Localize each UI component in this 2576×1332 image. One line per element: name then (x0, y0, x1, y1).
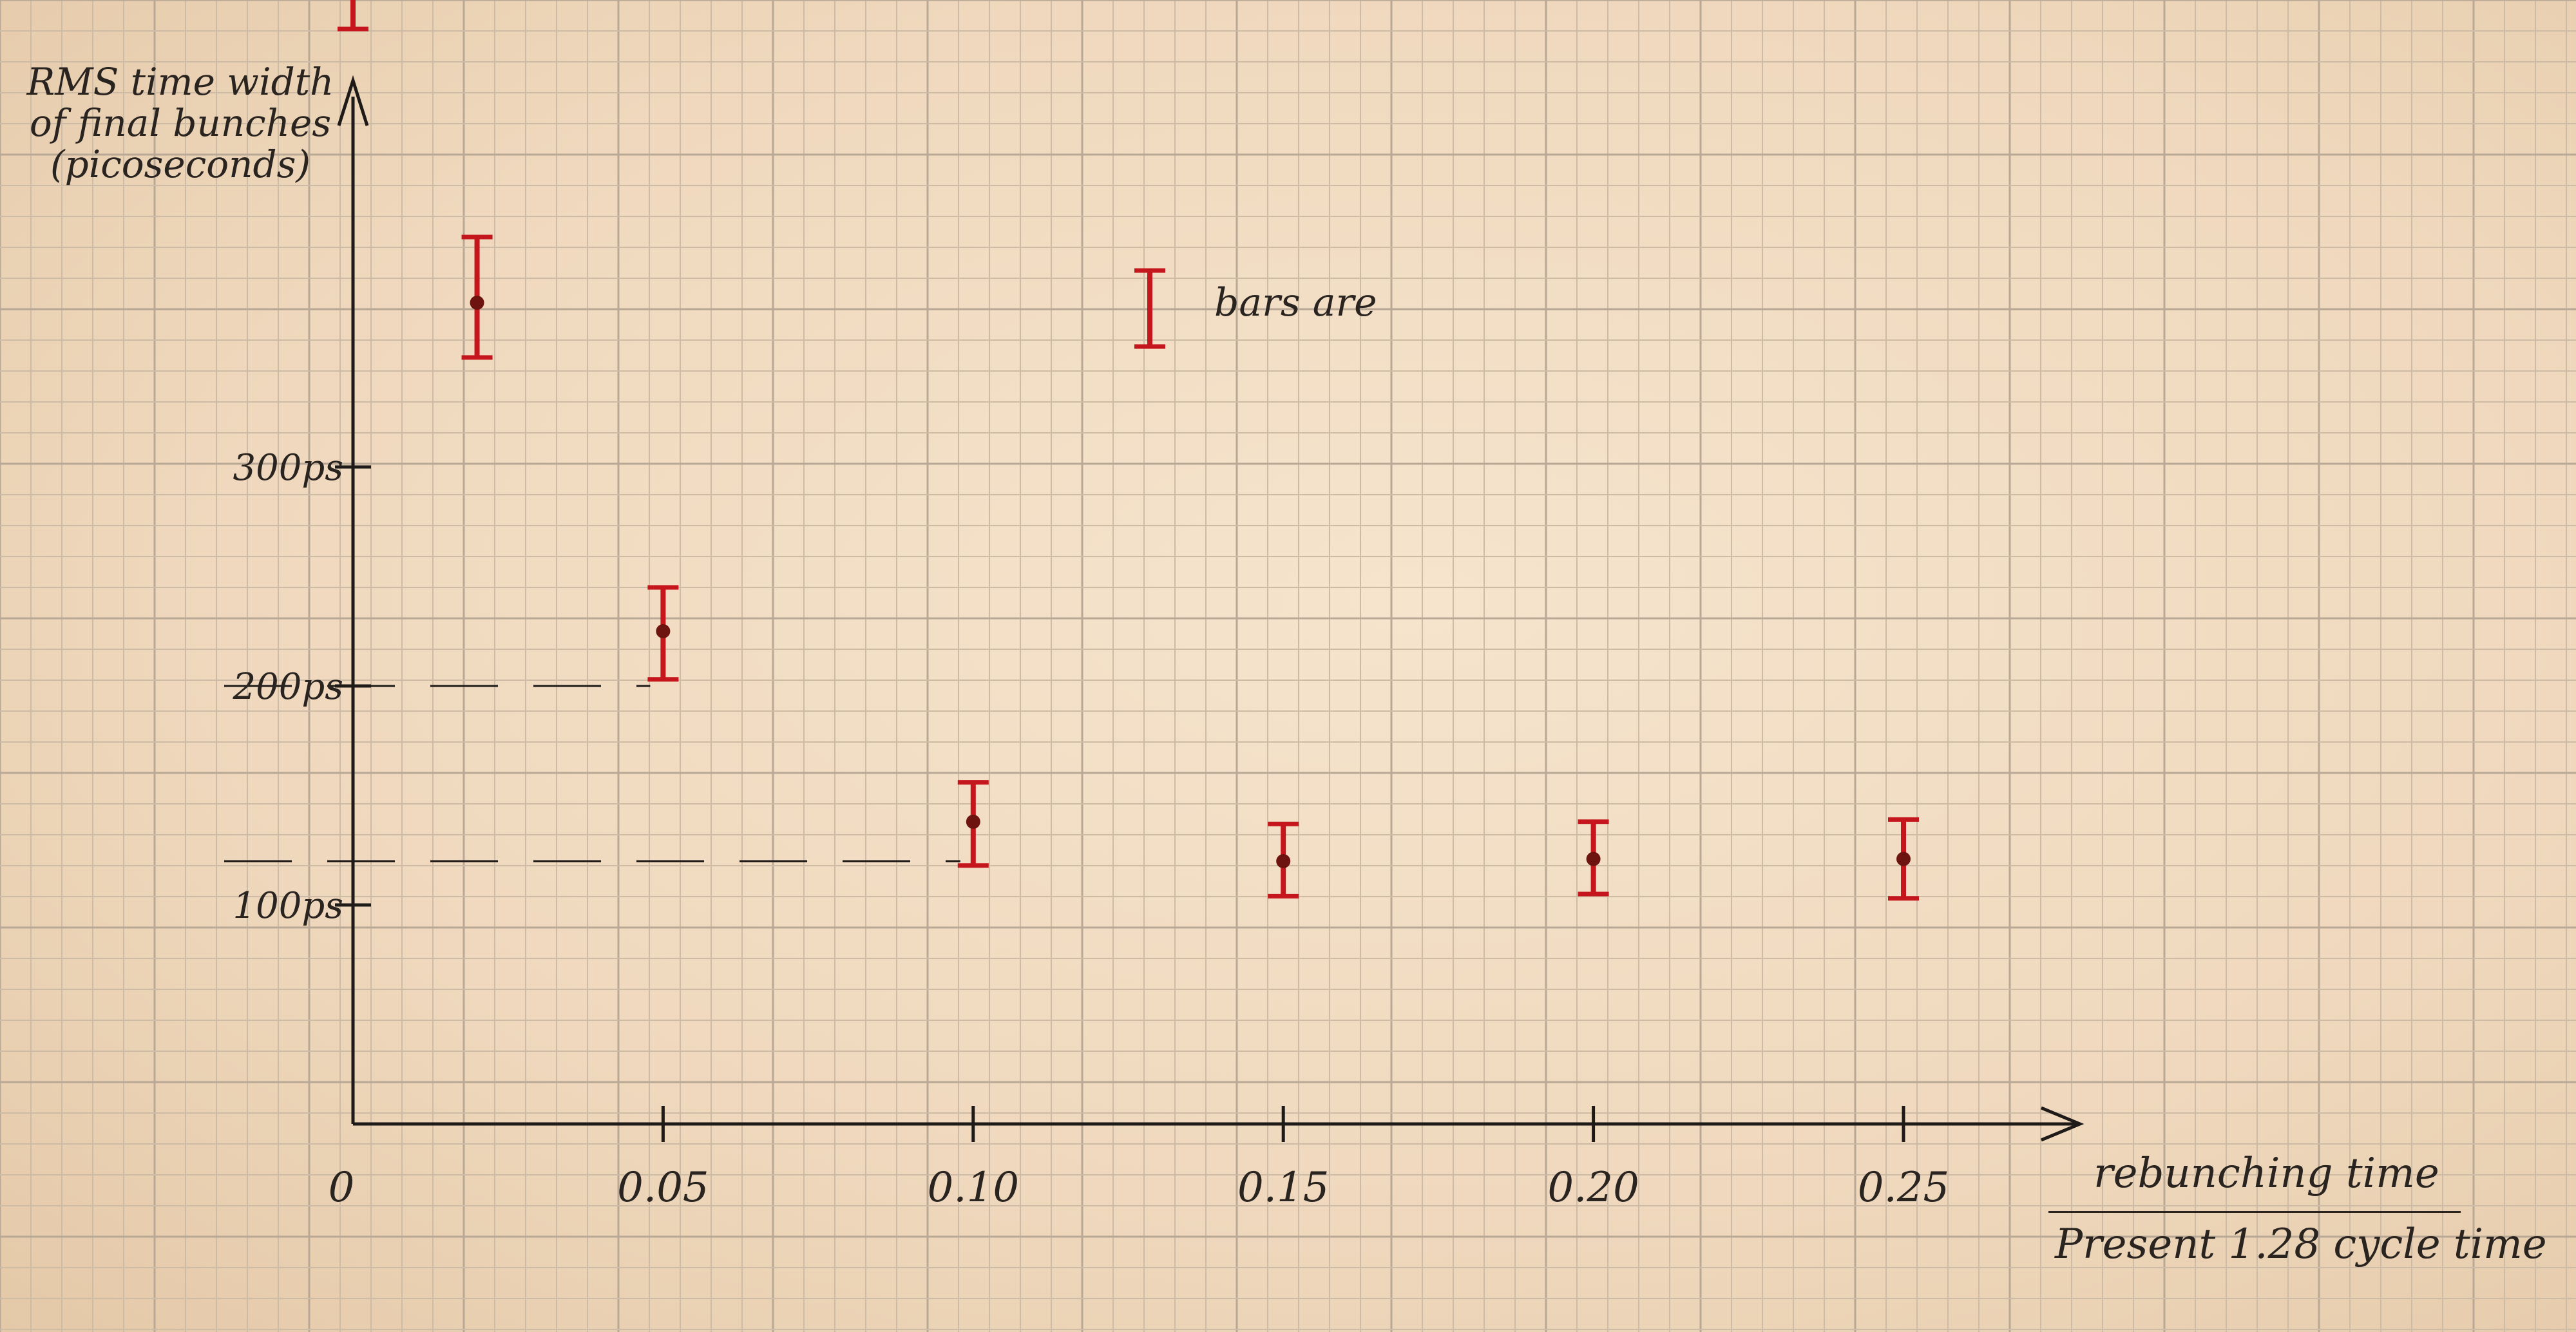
x-ticks: 0 0.05 0.10 0.15 0.20 0.25 (329, 1106, 1950, 1212)
data-point (461, 234, 493, 360)
y-tick-label: 200ps (233, 666, 343, 708)
x-tick-label: 0.20 (1547, 1164, 1639, 1212)
data-point (338, 0, 368, 32)
y-tick-label: 300ps (233, 447, 343, 489)
x-tick-label: 0 (329, 1164, 355, 1212)
data-point (957, 780, 989, 868)
data-point (647, 585, 679, 682)
point-marker (656, 624, 671, 638)
point-marker (1276, 854, 1291, 868)
axes (337, 75, 2085, 1142)
data-point (1888, 817, 1919, 901)
y-tick-label: 100ps (233, 885, 343, 927)
data-points (338, 0, 1919, 901)
data-point (1578, 819, 1609, 897)
point-marker (1896, 852, 1911, 866)
point-marker (1586, 852, 1601, 866)
y-axis-label: RMS time width of final bunches (picosec… (26, 60, 334, 186)
y-axis-arrowhead (337, 75, 369, 126)
legend (1134, 268, 1165, 349)
y-ticks: 100ps 200ps 300ps (233, 447, 371, 927)
x-tick-label: 0.15 (1237, 1164, 1330, 1212)
point-marker (966, 814, 980, 829)
x-axis-arrowhead (2040, 1106, 2085, 1142)
guide-lines (224, 685, 960, 862)
x-tick-label: 0.25 (1858, 1164, 1950, 1212)
legend-label: bars are (1214, 280, 1377, 325)
data-point (1268, 821, 1299, 899)
x-tick-label: 0.10 (928, 1164, 1020, 1212)
point-marker (470, 296, 484, 310)
x-axis-label-fraction-bar (2048, 1211, 2461, 1213)
x-tick-label: 0.05 (617, 1164, 709, 1212)
x-axis-label-denominator: Present 1.28 cycle time (2055, 1221, 2547, 1268)
x-axis-label-numerator: rebunching time (2094, 1150, 2439, 1197)
